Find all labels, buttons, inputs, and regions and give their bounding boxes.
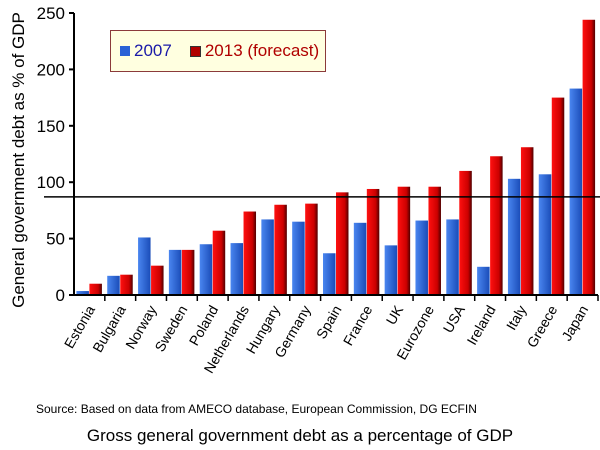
- legend-label-2013: 2013 (forecast): [204, 41, 320, 60]
- bar-2007-uk: [384, 245, 398, 295]
- bar-2007-japan: [569, 88, 583, 296]
- y-tick-label: 250: [37, 4, 65, 23]
- bar-2007-spain: [323, 253, 336, 295]
- legend-label-2007: 2007: [134, 41, 172, 60]
- bar-2007-netherlands: [230, 243, 244, 295]
- bar-2007-hungary: [261, 219, 274, 295]
- bar-2013-bulgaria: [120, 274, 133, 295]
- bar-2013-poland: [212, 230, 226, 295]
- legend: 2007 2013 (forecast): [110, 30, 326, 72]
- bar-2007-bulgaria: [107, 275, 120, 295]
- y-axis-label: General government debt as % of GDP: [9, 12, 28, 308]
- bar-2013-france: [366, 188, 380, 295]
- bar-2007-germany: [292, 221, 305, 295]
- bar-2013-spain: [336, 192, 349, 295]
- x-tick-label: Spain: [313, 303, 345, 342]
- y-tick-label: 150: [37, 117, 65, 136]
- x-tick-label: Greece: [524, 302, 561, 350]
- bar-2013-netherlands: [243, 211, 257, 295]
- x-tick-label: USA: [440, 302, 469, 336]
- x-tick-label: France: [340, 302, 376, 348]
- bar-2013-germany: [305, 203, 318, 295]
- legend-swatch-2007: [120, 46, 130, 56]
- bar-2013-usa: [459, 170, 472, 295]
- bar-2007-sweden: [168, 249, 182, 295]
- bar-2013-uk: [397, 186, 411, 295]
- bar-2013-eurozone: [428, 186, 441, 295]
- bar-2007-usa: [446, 219, 459, 295]
- bar-2013-estonia: [89, 283, 102, 295]
- x-tick-label: Ireland: [463, 303, 498, 348]
- bar-2007-norway: [138, 237, 151, 295]
- x-tick-label: Japan: [558, 303, 591, 344]
- bar-2007-italy: [507, 178, 521, 295]
- y-tick-label: 100: [37, 173, 65, 192]
- y-tick-label: 50: [46, 230, 65, 249]
- y-tick-label: 200: [37, 60, 65, 79]
- legend-swatch-2013: [189, 45, 201, 57]
- bar-2007-poland: [199, 244, 213, 295]
- bar-2013-hungary: [274, 204, 287, 295]
- bar-2007-ireland: [477, 266, 490, 295]
- bar-2013-norway: [151, 265, 164, 295]
- x-tick-label: UK: [383, 302, 407, 327]
- source-note: Source: Based on data from AMECO databas…: [36, 402, 477, 416]
- bar-2013-italy: [520, 147, 534, 295]
- bar-2007-france: [353, 222, 367, 295]
- bar-2007-estonia: [76, 291, 89, 295]
- x-tick-label: Italy: [503, 303, 530, 333]
- y-tick-label: 0: [56, 286, 65, 305]
- bar-2013-ireland: [490, 156, 503, 295]
- bar-2013-japan: [582, 19, 596, 295]
- bar-2013-sweden: [181, 249, 195, 295]
- bar-2007-greece: [538, 174, 552, 295]
- chart-title: Gross general government debt as a perce…: [86, 426, 514, 445]
- bar-2007-eurozone: [415, 220, 428, 295]
